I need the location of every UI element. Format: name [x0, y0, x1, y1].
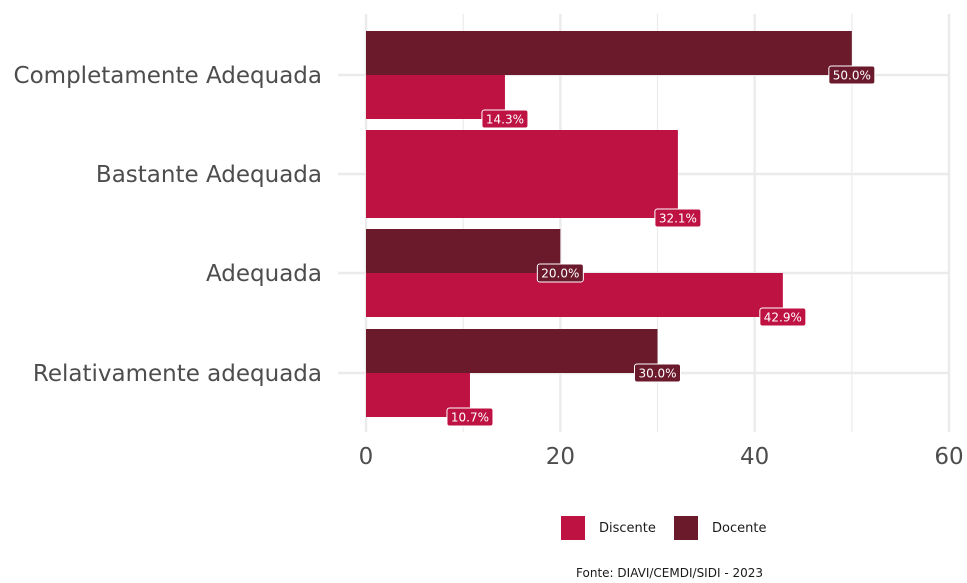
data-label: 30.0%: [634, 363, 681, 383]
data-label: 42.9%: [759, 307, 807, 327]
data-label: 14.3%: [481, 109, 529, 129]
category-labels: Completamente Adequada Bastante Adequada A…: [14, 63, 322, 387]
data-label-box: [536, 263, 584, 283]
data-label-box: [634, 363, 681, 383]
data-label-text: 10.7%: [451, 410, 489, 424]
x-tick-label: 20: [546, 444, 575, 470]
category-label: Completamente Adequada: [14, 63, 322, 89]
bar-docente: [366, 229, 561, 273]
data-label-box: [446, 407, 494, 427]
data-label: 10.7%: [446, 407, 494, 427]
category-label: Relativamente adequada: [33, 361, 322, 387]
x-tick-label: 60: [934, 444, 963, 470]
data-label-text: 32.1%: [659, 211, 697, 225]
bar-docente: [366, 31, 852, 75]
data-label-text: 20.0%: [541, 266, 579, 280]
data-label-box: [481, 109, 529, 129]
bar-docente: [366, 329, 658, 373]
data-label: 20.0%: [536, 263, 584, 283]
x-tick-labels: 0 20 40 60: [359, 444, 964, 470]
data-label-text: 42.9%: [764, 310, 802, 324]
data-labels: 50.0% 14.3% 32.1% 20.0% 42.9% 30.0% 10.7%: [446, 65, 876, 427]
legend-swatch: [674, 516, 698, 540]
data-label-box: [759, 307, 807, 327]
legend-label: Discente: [599, 521, 656, 536]
legend-label: Docente: [712, 521, 766, 536]
data-label-text: 30.0%: [638, 366, 676, 380]
legend: Discente Docente: [561, 516, 766, 540]
source-caption: Fonte: DIAVI/CEMDI/SIDI - 2023: [576, 566, 763, 580]
data-label-box: [828, 65, 876, 85]
data-label-text: 14.3%: [486, 112, 524, 126]
data-label-box: [654, 208, 702, 228]
category-label: Adequada: [206, 261, 322, 287]
x-tick-label: 40: [740, 444, 769, 470]
data-label: 32.1%: [654, 208, 702, 228]
category-label: Bastante Adequada: [96, 162, 322, 188]
data-label: 50.0%: [828, 65, 876, 85]
x-tick-label: 0: [359, 444, 374, 470]
legend-swatch: [561, 516, 585, 540]
data-label-text: 50.0%: [833, 68, 871, 82]
bar-discente: [366, 130, 678, 218]
bars: [366, 31, 852, 417]
legend-item-docente: Docente: [674, 516, 766, 540]
legend-item-discente: Discente: [561, 516, 656, 540]
